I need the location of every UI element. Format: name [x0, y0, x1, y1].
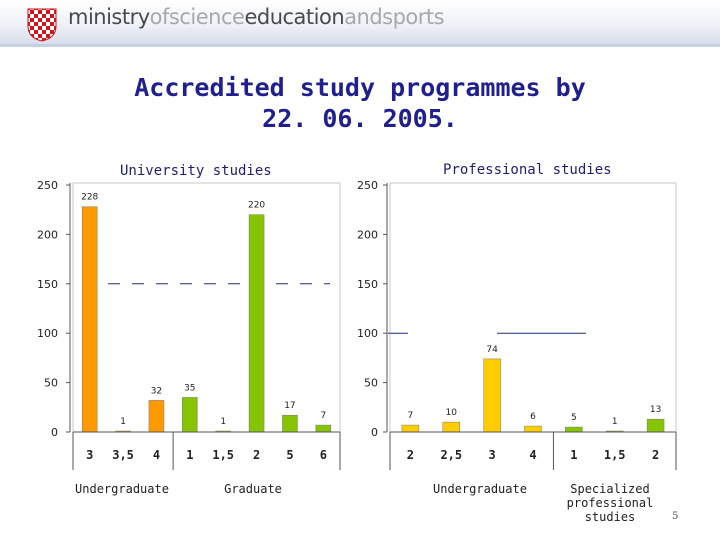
bar	[646, 418, 665, 433]
bar-value-label: 228	[81, 193, 98, 203]
y-tick-label: 250	[37, 179, 58, 192]
ministry-logo-text: ministryofscienceeducationandsports	[68, 5, 445, 29]
specialized-label-line-2: professional	[566, 496, 654, 510]
category-label: 4	[153, 448, 160, 462]
plot-area-professional	[389, 182, 677, 433]
y-tick-label: 100	[37, 327, 58, 340]
logo-word-ministry: ministry	[68, 5, 150, 29]
bar	[182, 397, 198, 433]
bar-value-label: 32	[151, 386, 162, 396]
bar-value-label: 74	[486, 345, 498, 355]
bar-value-label: 10	[446, 408, 458, 418]
category-label: 4	[529, 448, 536, 462]
y-tick-label: 200	[357, 228, 378, 241]
bar-value-label: 35	[184, 383, 195, 393]
category-label: 6	[320, 448, 327, 462]
slide-title: Accredited study programmes by 22. 06. 2…	[60, 72, 660, 134]
bar	[248, 214, 265, 433]
group-label-university-undergraduate: Undergraduate	[75, 482, 169, 496]
category-label: 1	[570, 448, 577, 462]
category-label: 2	[253, 448, 260, 462]
y-tick-label: 50	[44, 377, 58, 390]
y-tick-label: 150	[357, 278, 378, 291]
y-tick-label: 150	[37, 278, 58, 291]
chart-title-university: University studies	[120, 163, 272, 179]
slide-title-line-2: 22. 06. 2005.	[262, 104, 458, 133]
coat-of-arms-icon	[27, 8, 57, 42]
bar-value-label: 5	[571, 413, 577, 423]
category-label: 2	[652, 448, 659, 462]
category-label: 3,5	[112, 448, 134, 462]
group-label-professional-undergraduate: Undergraduate	[433, 482, 527, 496]
category-label: 3	[86, 448, 93, 462]
category-label: 2	[407, 448, 414, 462]
category-label: 2,5	[440, 448, 462, 462]
bar-value-label: 7	[408, 411, 414, 421]
bar-value-label: 220	[248, 201, 265, 211]
header-banner	[0, 0, 720, 46]
bar-value-label: 7	[320, 411, 326, 421]
bar-value-label: 1	[612, 417, 618, 427]
category-label: 1,5	[604, 448, 626, 462]
logo-word-ofscience: ofscience	[149, 5, 245, 29]
specialized-label-line-3: studies	[584, 510, 636, 524]
slide-title-line-1: Accredited study programmes by	[134, 73, 586, 102]
bar	[483, 358, 501, 433]
bar	[148, 400, 165, 433]
specialized-label-line-1: Specialized	[570, 482, 650, 496]
bar-value-label: 17	[284, 401, 295, 411]
y-tick-label: 100	[357, 327, 378, 340]
y-tick-label: 0	[51, 426, 58, 439]
bar	[401, 424, 420, 433]
bar-value-label: 13	[650, 405, 661, 415]
header-divider	[0, 44, 720, 47]
y-tick-label: 250	[357, 179, 378, 192]
bar	[565, 426, 583, 433]
y-tick-label: 0	[371, 426, 378, 439]
category-label: 3	[489, 448, 496, 462]
page-number: 5	[672, 511, 679, 522]
group-label-university-graduate: Graduate	[224, 482, 282, 496]
logo-word-education: education	[244, 5, 345, 29]
bar-value-label: 1	[120, 417, 126, 427]
plot-area-university	[72, 182, 341, 433]
logo-word-andsports: andsports	[344, 5, 445, 29]
bar	[282, 414, 298, 433]
bar-value-label: 1	[220, 417, 226, 427]
bar	[524, 425, 542, 433]
y-tick-label: 50	[364, 377, 378, 390]
chart-title-professional: Professional studies	[443, 162, 612, 178]
bar	[81, 206, 98, 433]
category-label: 1	[186, 448, 193, 462]
bar	[442, 421, 461, 433]
group-label-professional-specialized: Specialized professional studies	[555, 482, 665, 524]
category-label: 1,5	[212, 448, 234, 462]
bar	[315, 424, 332, 433]
bar-value-label: 6	[530, 412, 536, 422]
y-tick-label: 200	[37, 228, 58, 241]
category-label: 5	[286, 448, 293, 462]
